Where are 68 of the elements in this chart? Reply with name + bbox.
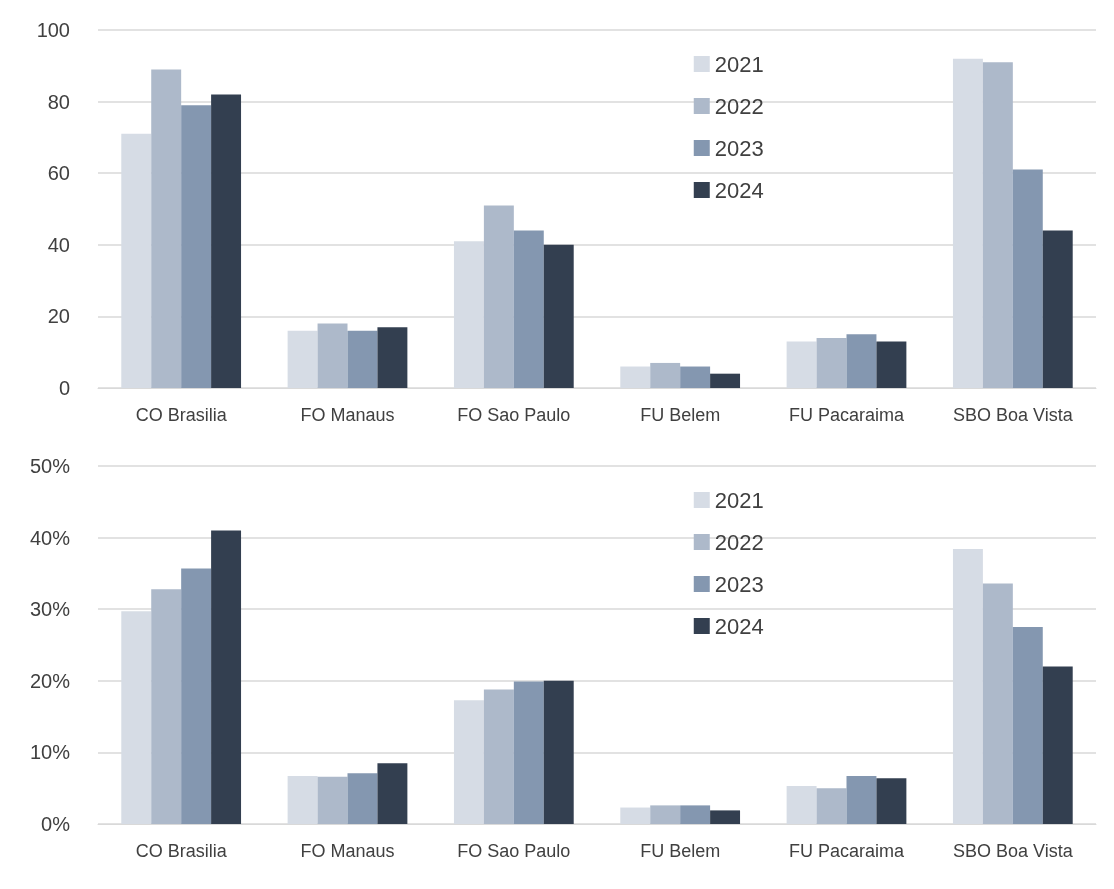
bar — [680, 366, 711, 388]
bar — [1042, 666, 1073, 824]
legend-label: 2022 — [714, 529, 764, 555]
bar — [483, 689, 514, 824]
bar — [211, 530, 242, 824]
x-tick-label: FU Pacaraima — [788, 841, 905, 861]
x-tick-label: FU Belem — [640, 405, 721, 425]
bar — [543, 244, 574, 388]
legend-label: 2021 — [714, 487, 764, 513]
bar — [317, 776, 348, 824]
legend-label: 2024 — [714, 613, 764, 639]
bar — [347, 330, 378, 388]
x-tick-label: FO Sao Paulo — [457, 841, 571, 861]
y-tick-label: 50% — [29, 455, 71, 477]
bar — [211, 94, 242, 388]
y-tick-label: 10% — [29, 741, 71, 764]
y-tick-label: 80 — [47, 90, 70, 113]
legend-label: 2022 — [714, 93, 764, 119]
x-tick-label: CO Brasilia — [135, 405, 228, 425]
y-tick-label: 40 — [47, 233, 70, 256]
bar — [181, 568, 212, 824]
bar — [483, 205, 514, 388]
bar — [347, 773, 378, 824]
bar — [1012, 169, 1043, 388]
bar — [151, 589, 182, 824]
bar — [377, 763, 408, 824]
bar — [513, 681, 544, 824]
bar — [317, 323, 348, 388]
bar — [151, 69, 182, 388]
x-tick-label: SBO Boa Vista — [952, 405, 1074, 425]
bar — [846, 334, 877, 388]
legend-label: 2024 — [714, 177, 764, 203]
y-tick-label: 30% — [29, 598, 71, 621]
bar — [876, 778, 907, 824]
bar — [543, 680, 574, 824]
bar — [876, 341, 907, 388]
y-tick-label: 20% — [29, 669, 71, 692]
x-tick-label: CO Brasilia — [135, 841, 228, 861]
x-tick-label: FU Pacaraima — [788, 405, 905, 425]
bar — [816, 337, 847, 388]
y-tick-label: 0% — [41, 813, 71, 835]
bar — [650, 362, 681, 388]
bar — [710, 810, 741, 824]
bar — [680, 805, 711, 824]
bar — [650, 805, 681, 824]
y-tick-label: 100 — [36, 19, 70, 41]
x-tick-label: FO Manaus — [300, 841, 395, 861]
y-tick-label: 60 — [47, 162, 70, 185]
bar — [982, 62, 1013, 388]
bar — [1012, 627, 1043, 824]
bar — [1042, 230, 1073, 388]
bar — [377, 327, 408, 388]
bar — [710, 373, 741, 388]
x-tick-label: FO Manaus — [300, 405, 395, 425]
bar — [846, 776, 877, 824]
y-tick-label: 40% — [29, 526, 71, 549]
bar — [816, 788, 847, 824]
x-tick-label: FO Sao Paulo — [457, 405, 571, 425]
y-tick-label: 20 — [47, 305, 70, 328]
bar — [513, 230, 544, 388]
bar — [181, 105, 212, 388]
x-tick-label: FU Belem — [640, 841, 721, 861]
legend-label: 2021 — [714, 51, 764, 77]
y-tick-label: 0 — [58, 377, 70, 399]
legend-label: 2023 — [714, 135, 764, 161]
x-tick-label: SBO Boa Vista — [952, 841, 1074, 861]
bar — [982, 583, 1013, 824]
legend-label: 2023 — [714, 571, 764, 597]
